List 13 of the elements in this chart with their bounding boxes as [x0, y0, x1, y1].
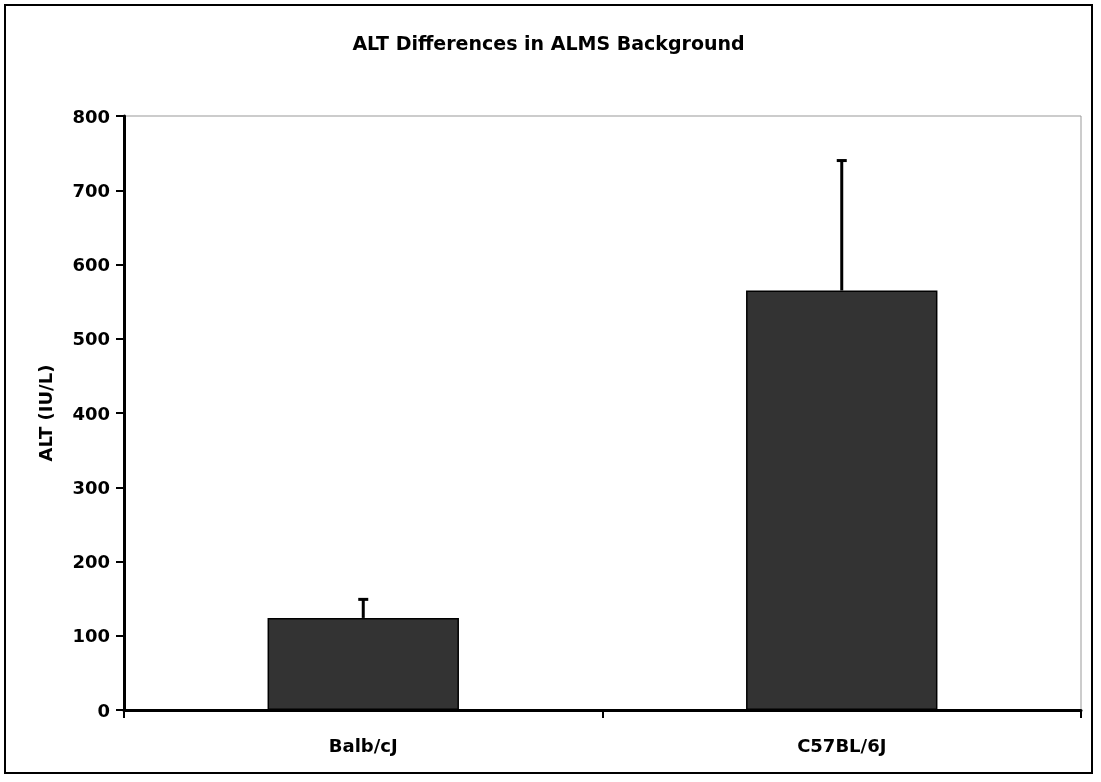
y-axis-title: ALT (IU/L) — [34, 364, 56, 462]
x-tick-label: C57BL/6J — [797, 734, 887, 756]
y-tick-label: 800 — [72, 105, 110, 127]
y-tick-label: 500 — [72, 328, 110, 350]
y-tick-label: 100 — [72, 625, 110, 647]
y-tick-label: 200 — [72, 551, 110, 572]
y-tick-label: 400 — [72, 402, 110, 424]
y-tick-label: 600 — [72, 254, 110, 275]
y-tick-label: 300 — [72, 476, 110, 498]
y-tick-label: 0 — [97, 699, 110, 721]
y-tick-label: 700 — [72, 179, 110, 201]
chart-title: ALT Differences in ALMS Background — [352, 31, 745, 54]
x-tick-label: Balb/cJ — [328, 734, 398, 756]
